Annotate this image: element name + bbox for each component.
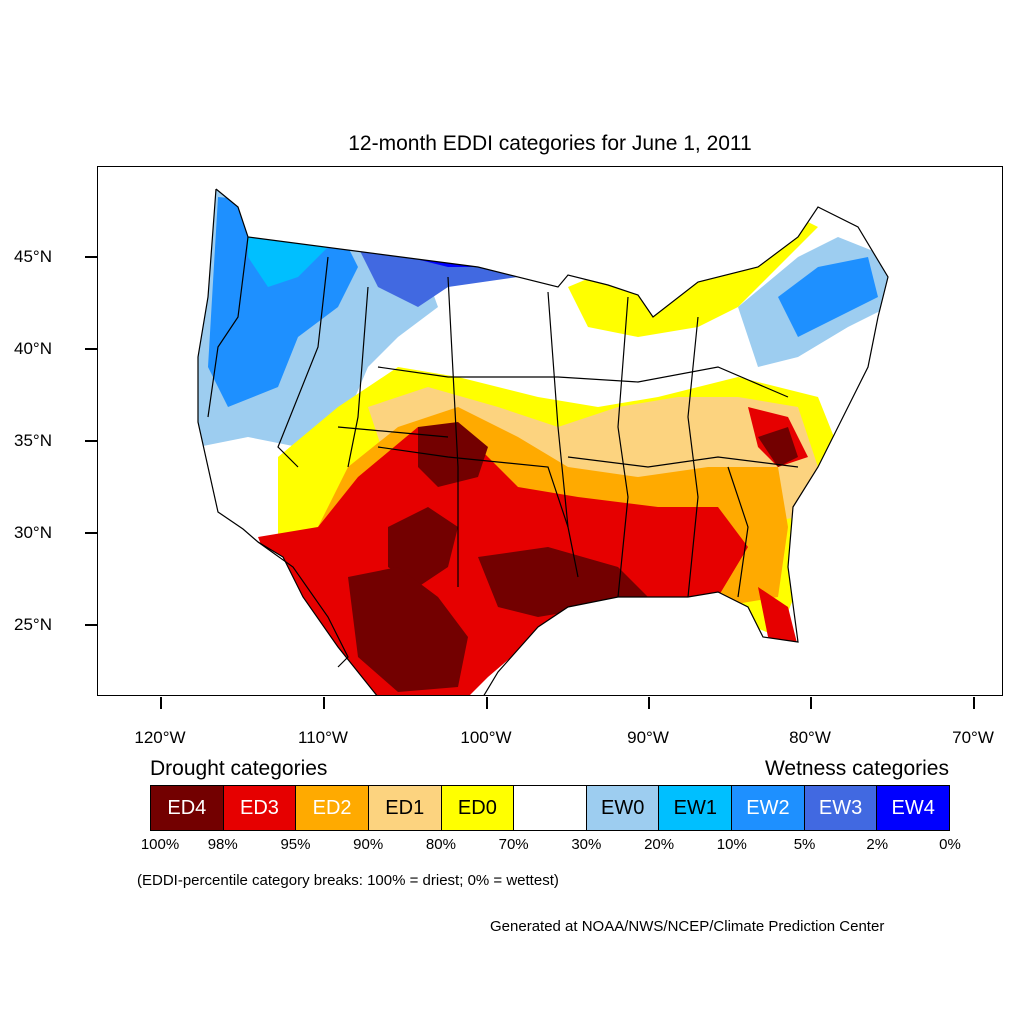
legend-break-label: 80% [425, 836, 456, 853]
legend-swatch-ed4: ED4 [151, 786, 224, 830]
legend-break-label: 0% [939, 836, 961, 853]
legend-break-label: 98% [207, 836, 238, 853]
legend-bar: ED4 ED3 ED2 ED1 ED0 EW0 EW1 EW2 EW3 EW4 [150, 785, 950, 831]
tick-120w [160, 697, 162, 709]
legend-break-label: 100% [140, 836, 180, 853]
tick-100w [486, 697, 488, 709]
lat-label-45n: 45°N [14, 247, 52, 266]
tick-25n [85, 624, 97, 626]
legend-swatch-ew0: EW0 [586, 786, 660, 830]
tick-70w [973, 697, 975, 709]
legend-swatch-ew1: EW1 [659, 786, 733, 830]
map-frame [97, 166, 1003, 696]
legend-break-label: 10% [716, 836, 747, 853]
legend-swatch-ed2: ED2 [296, 786, 369, 830]
lon-label-90w: 90°W [627, 728, 669, 747]
eddi-category-fill [198, 189, 888, 695]
legend-swatch-ew4: EW4 [877, 786, 950, 830]
category-note: (EDDI-percentile category breaks: 100% =… [137, 872, 559, 889]
legend-break-label: 30% [571, 836, 602, 853]
legend-swatch-ew2: EW2 [732, 786, 805, 830]
legend-break-label: 90% [353, 836, 384, 853]
tick-80w [810, 697, 812, 709]
lon-label-70w: 70°W [952, 728, 994, 747]
legend-break-label: 70% [498, 836, 529, 853]
tick-35n [85, 440, 97, 442]
lat-label-30n: 30°N [14, 523, 52, 542]
lon-label-120w: 120°W [134, 728, 186, 747]
tick-45n [85, 256, 97, 258]
legend-swatch-ed1: ED1 [368, 786, 442, 830]
legend-break-label: 5% [793, 836, 816, 853]
wetness-heading: Wetness categories [764, 757, 949, 780]
drought-heading: Drought categories [150, 757, 328, 780]
map-title: 12-month EDDI categories for June 1, 201… [348, 132, 752, 155]
legend-break-label: 95% [280, 836, 311, 853]
legend-break-label: 2% [866, 836, 889, 853]
legend-swatch-ed0: ED0 [441, 786, 515, 830]
legend-break-label: 20% [644, 836, 675, 853]
tick-110w [323, 697, 325, 709]
lon-label-110w: 110°W [298, 728, 348, 747]
lon-label-100w: 100°W [460, 728, 512, 747]
credit-line: Generated at NOAA/NWS/NCEP/Climate Predi… [490, 918, 885, 935]
lat-label-35n: 35°N [14, 431, 52, 450]
legend-swatch-normal [514, 786, 587, 830]
boundaries [197, 188, 889, 695]
tick-40n [85, 348, 97, 350]
tick-90w [648, 697, 650, 709]
eddi-map [197, 188, 889, 695]
lon-label-80w: 80°W [789, 728, 831, 747]
lat-label-40n: 40°N [14, 339, 52, 358]
lat-label-25n: 25°N [14, 615, 52, 634]
legend-swatch-ed3: ED3 [223, 786, 297, 830]
legend-swatch-ew3: EW3 [804, 786, 878, 830]
tick-30n [85, 532, 97, 534]
